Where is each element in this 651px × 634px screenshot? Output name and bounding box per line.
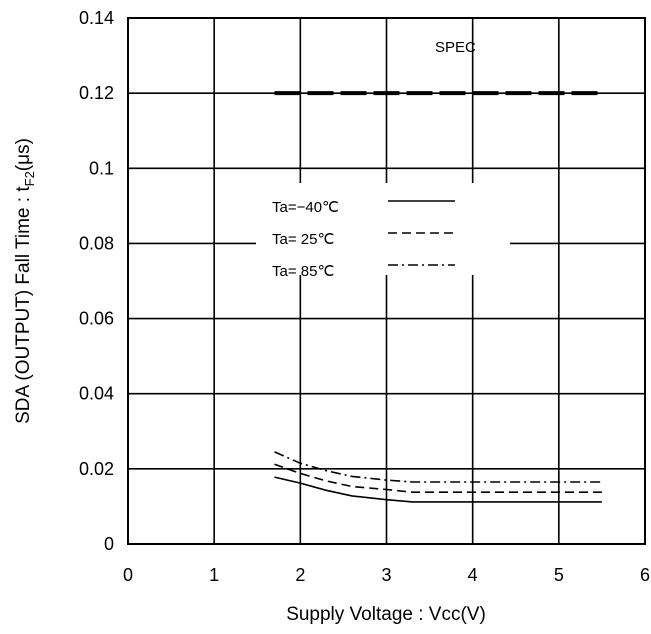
y-axis-title: SDA (OUTPUT) Fall Time : tF2(μs) xyxy=(13,138,37,424)
plot-frame xyxy=(127,17,646,545)
y-tick-label: 0.04 xyxy=(79,384,114,404)
legend-box xyxy=(256,183,510,275)
y-axis-title-main: SDA (OUTPUT) Fall Time : t xyxy=(13,186,34,424)
x-tick-label: 1 xyxy=(209,565,219,585)
series-layer xyxy=(274,451,602,503)
x-tick-label: 5 xyxy=(554,565,564,585)
legend-label: Ta= 85℃ xyxy=(272,263,334,280)
legend-label: Ta= 25℃ xyxy=(272,231,334,248)
legend-label: Ta=−40℃ xyxy=(272,199,339,216)
x-tick-label: 4 xyxy=(468,565,478,585)
x-tick-label: 3 xyxy=(381,565,391,585)
y-tick-label: 0.06 xyxy=(79,309,114,329)
y-axis-title-unit: (μs) xyxy=(13,138,34,171)
x-tick-labels: 0 1 2 3 4 5 6 xyxy=(123,565,650,585)
y-tick-label: 0.02 xyxy=(79,459,114,479)
spec-label: SPEC xyxy=(435,39,476,56)
y-tick-label: 0.08 xyxy=(79,233,114,253)
x-axis-title: Supply Voltage : Vcc(V) xyxy=(286,604,486,625)
y-tick-labels: 0 0.02 0.04 0.06 0.08 0.1 0.12 0.14 xyxy=(79,8,114,554)
y-tick-label: 0.1 xyxy=(89,158,114,178)
x-tick-label: 2 xyxy=(295,565,305,585)
y-tick-label: 0 xyxy=(104,534,114,554)
series-line xyxy=(274,476,602,503)
y-tick-label: 0.14 xyxy=(79,8,114,28)
x-tick-label: 6 xyxy=(640,565,650,585)
x-tick-label: 0 xyxy=(123,565,133,585)
legend: Ta=−40℃ Ta= 25℃ Ta= 85℃ xyxy=(272,199,455,280)
series-line xyxy=(274,463,602,494)
y-axis-title-subscript: F2 xyxy=(22,171,37,186)
y-tick-label: 0.12 xyxy=(79,83,114,103)
series-line xyxy=(274,451,602,483)
